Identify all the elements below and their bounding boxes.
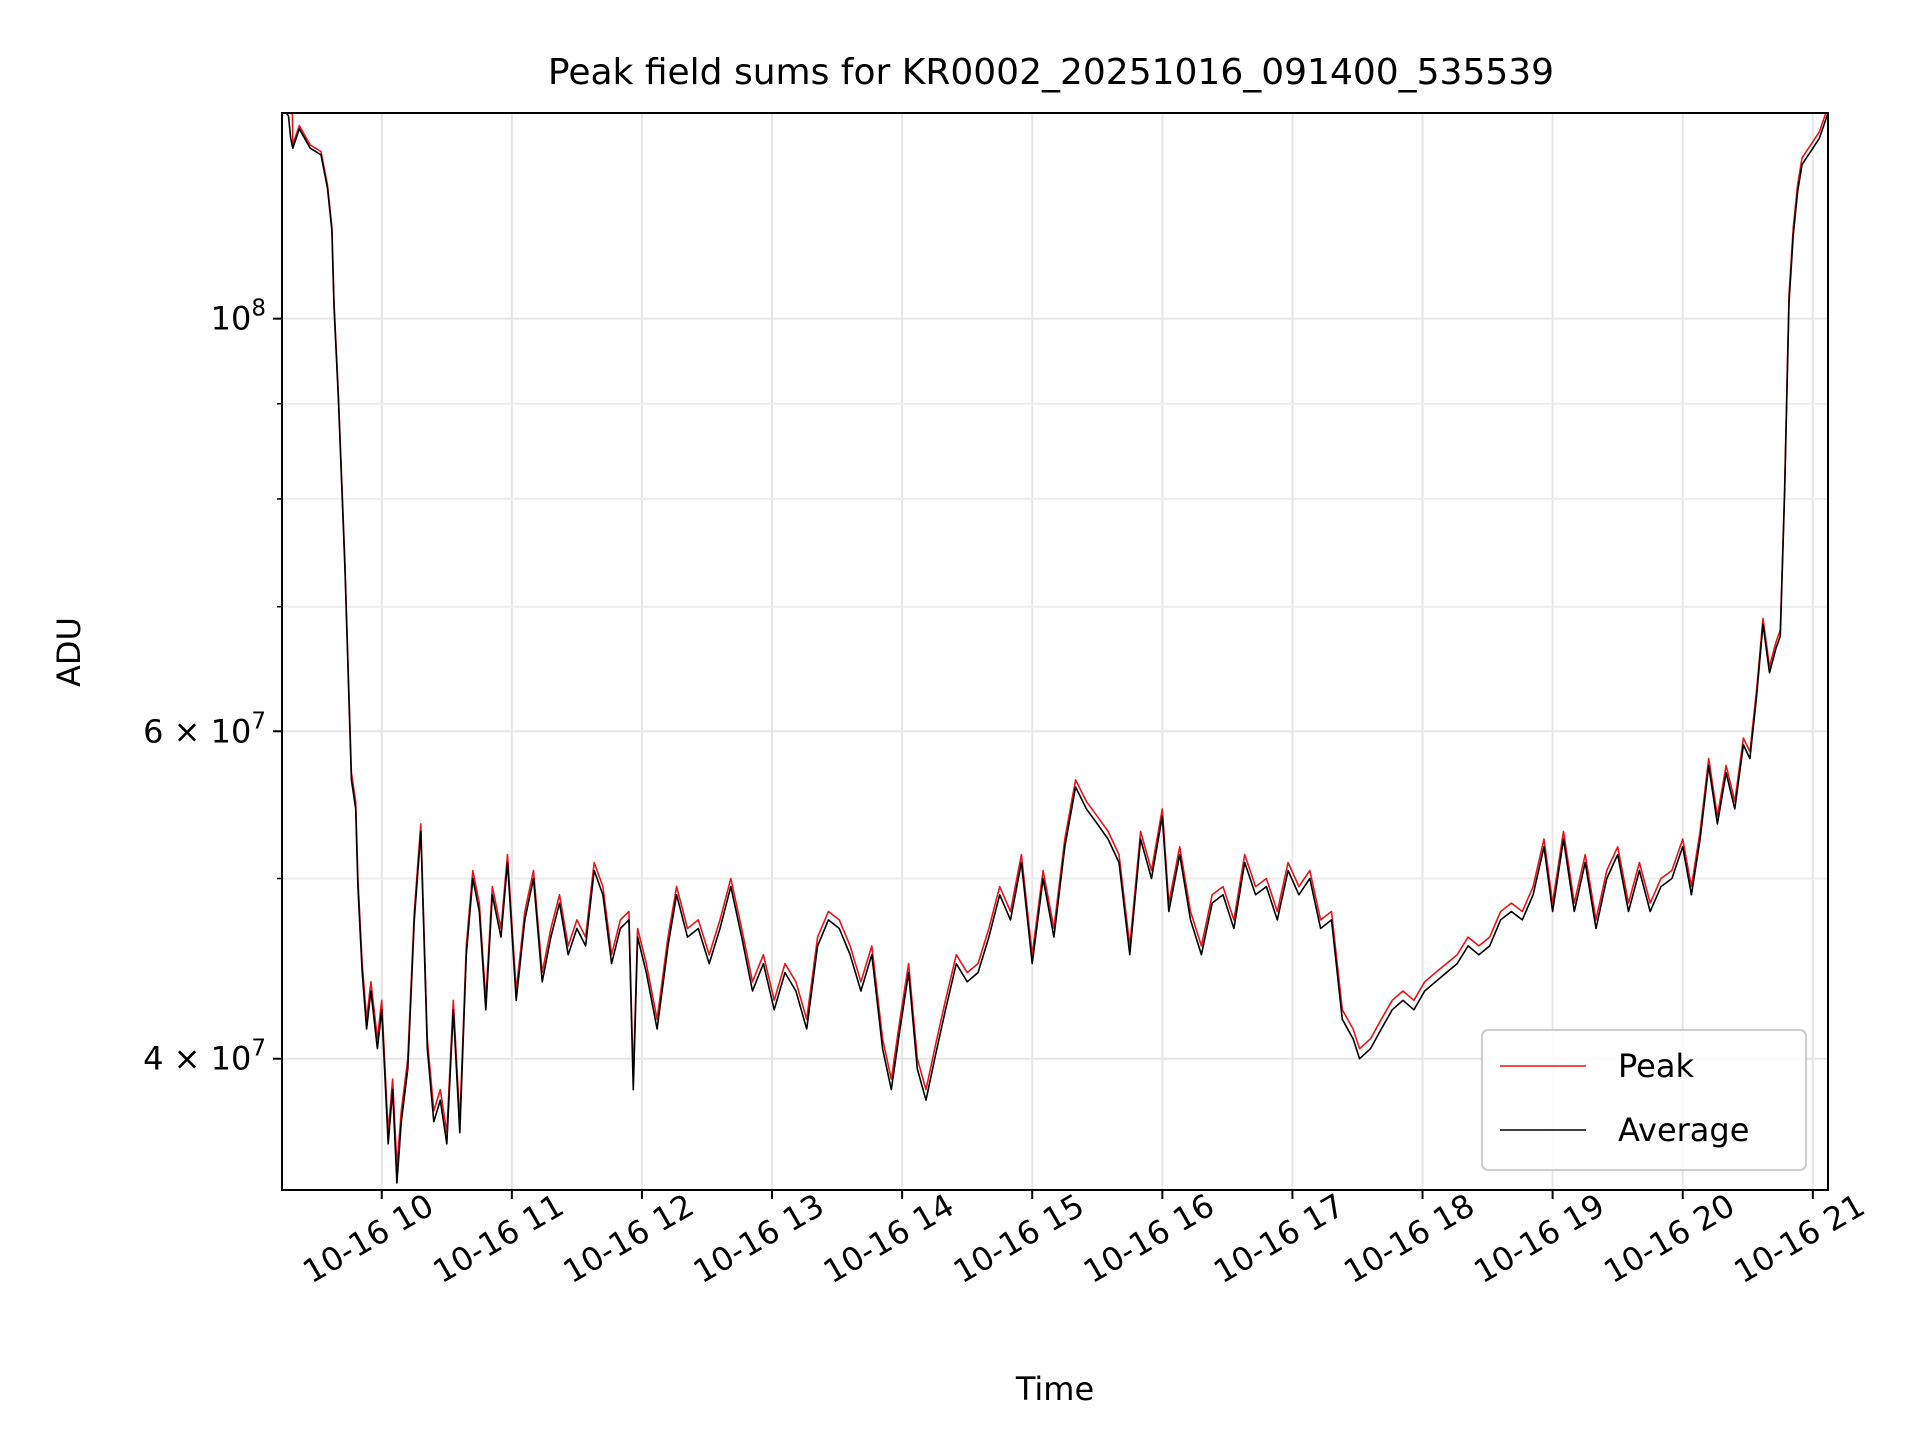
- legend-label-peak: Peak: [1618, 1047, 1694, 1085]
- series-line-average: [285, 113, 1828, 1184]
- y-tick-label: 108: [211, 296, 266, 338]
- x-axis-label: Time: [1015, 1370, 1094, 1408]
- legend-label-average: Average: [1618, 1111, 1749, 1149]
- legend: Peak Average: [1481, 1029, 1807, 1171]
- y-tick-exponent: 7: [251, 708, 266, 734]
- y-tick-exponent: 8: [251, 296, 266, 322]
- plot-frame: [281, 112, 1829, 1191]
- y-tick-label: 6 × 107: [143, 708, 266, 750]
- y-tick-exponent: 7: [251, 1036, 266, 1062]
- y-tick-label: 4 × 107: [143, 1036, 266, 1078]
- chart-title: Peak field sums for KR0002_20251016_0914…: [548, 52, 1554, 93]
- series-line-peak: [287, 113, 1827, 1168]
- legend-box: [1481, 1029, 1807, 1171]
- y-tick-mantissa: 6 × 10: [143, 712, 251, 750]
- series-layer: [285, 113, 1828, 1184]
- y-tick-mantissa: 4 × 10: [143, 1040, 251, 1078]
- y-axis-label: ADU: [50, 617, 88, 687]
- y-tick-base: 10: [211, 300, 252, 338]
